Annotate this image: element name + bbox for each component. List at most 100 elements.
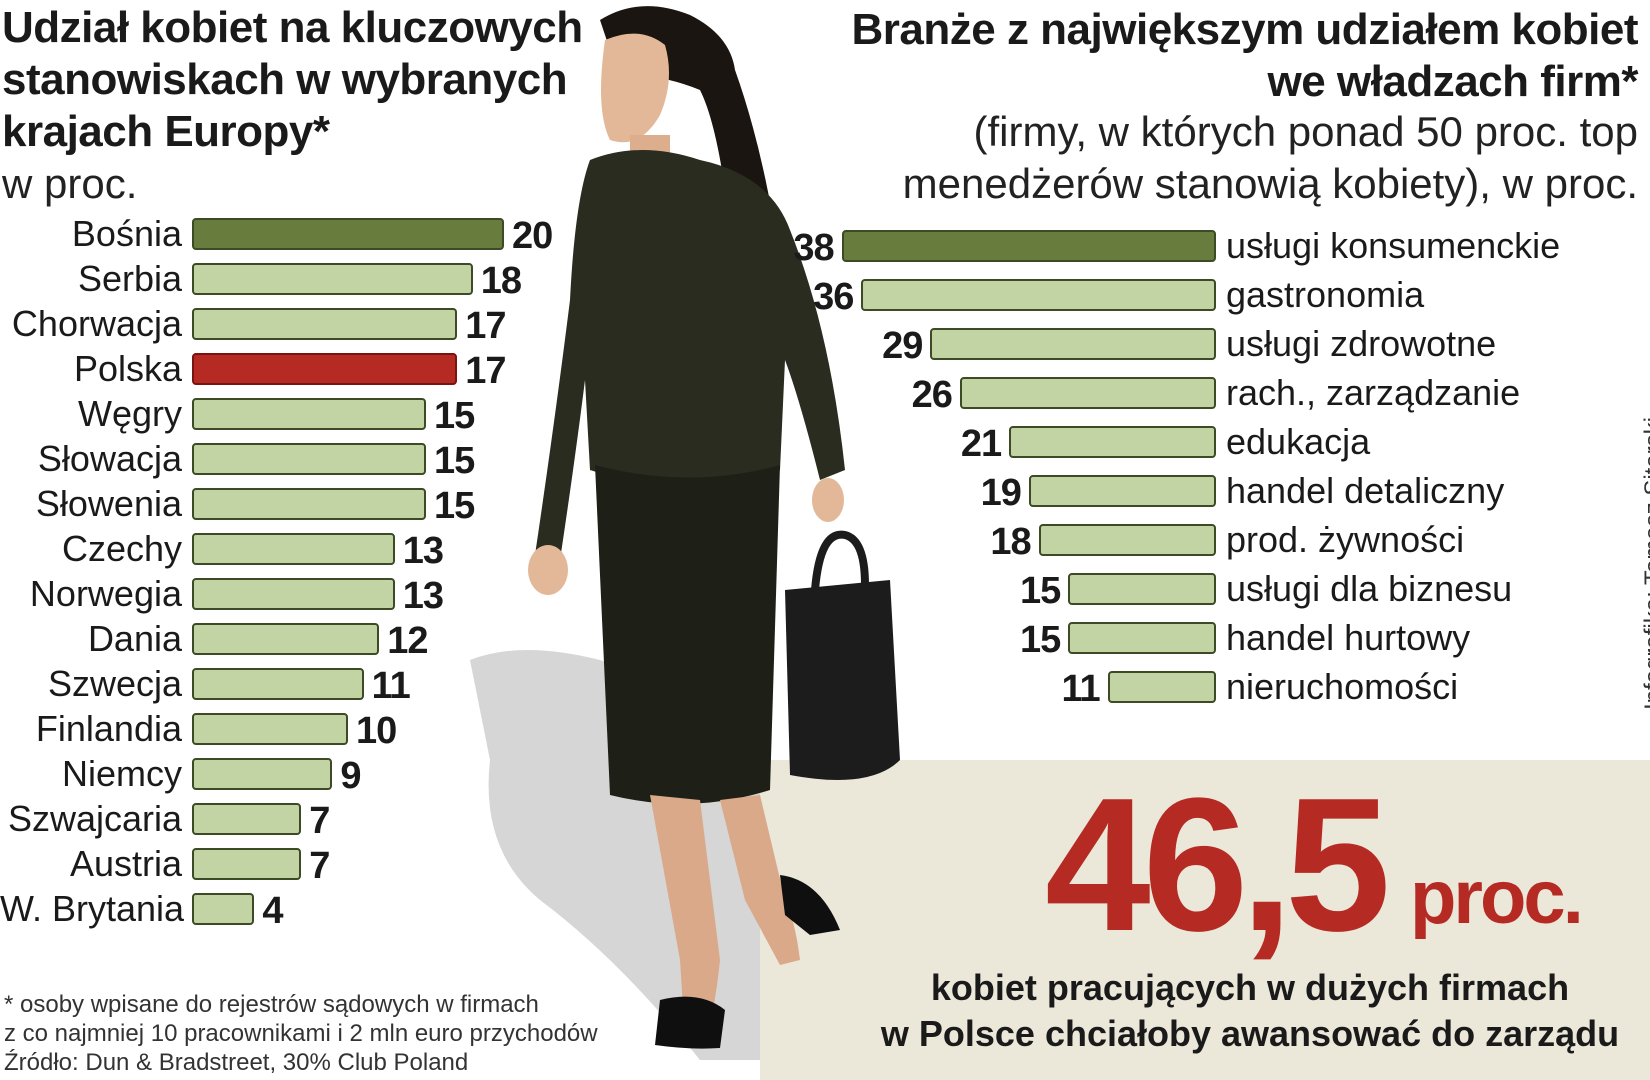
country-value: 11: [371, 665, 411, 707]
left-hand: [528, 545, 568, 595]
country-value: 13: [402, 530, 444, 572]
industry-value: 29: [882, 325, 923, 367]
face: [601, 33, 669, 143]
country-bar: [192, 848, 302, 880]
country-value: 18: [480, 260, 522, 302]
left-chart-title: Udział kobiet na kluczowych stanowiskach…: [2, 3, 583, 156]
country-label: Słowacja: [37, 438, 182, 479]
legs: [650, 795, 800, 1040]
country-bar: [192, 533, 395, 565]
country-value: 12: [387, 620, 428, 662]
country-value: 15: [434, 485, 475, 527]
country-bar: [192, 713, 348, 745]
highlight-description-line1: kobiet pracujących w dużych firmach: [930, 967, 1570, 1008]
industry-label: gastronomia: [1226, 274, 1425, 315]
footnote-source: Źródło: Dun & Bradstreet, 30% Club Polan…: [4, 1049, 469, 1076]
industry-bar: [1038, 524, 1216, 556]
country-value: 17: [465, 350, 506, 392]
highlight-unit: proc.: [1410, 855, 1584, 940]
country-label: Norwegia: [29, 573, 182, 614]
right-chart-subtitle: (firmy, w których ponad 50 proc. top men…: [902, 108, 1638, 207]
country-label: Bośnia: [71, 213, 182, 254]
industry-bar: [1107, 671, 1216, 703]
country-bar: [192, 893, 255, 925]
highlight-panel: [760, 760, 1650, 1080]
country-label: W. Brytania: [0, 888, 185, 929]
hair: [600, 6, 782, 320]
industry-bar: [1009, 426, 1216, 458]
footnote: * osoby wpisane do rejestrów sądowych w …: [4, 990, 598, 1077]
infographic-credit: Infografika: Tomasz Sitarski: [1640, 416, 1650, 710]
country-value: 10: [356, 710, 397, 752]
country-label: Słowenia: [35, 483, 182, 524]
industry-bar: [1068, 573, 1216, 605]
country-label: Szwajcaria: [7, 798, 182, 839]
country-bar: [192, 578, 395, 610]
right-hand: [812, 478, 844, 522]
country-value: 4: [262, 890, 283, 932]
right-chart-title: Branże z największym udziałem kobiet we …: [851, 5, 1639, 106]
industry-value: 19: [980, 472, 1022, 514]
country-value: 15: [434, 440, 475, 482]
highlight-number: 46,5: [1045, 759, 1391, 971]
country-value: 7: [309, 800, 330, 842]
industry-label: usługi zdrowotne: [1226, 323, 1497, 364]
industry-value: 38: [793, 227, 834, 269]
country-label: Polska: [73, 348, 182, 389]
country-label: Dania: [87, 618, 182, 659]
country-bar: [192, 803, 302, 835]
country-label: Austria: [69, 843, 182, 884]
country-bar: [192, 398, 426, 430]
country-bar: [192, 623, 380, 655]
country-bar: [192, 218, 504, 250]
country-value: 17: [465, 305, 506, 347]
country-label: Węgry: [77, 393, 182, 434]
industry-bar: [1068, 622, 1216, 654]
industry-value: 11: [1061, 668, 1100, 710]
industry-value: 18: [990, 521, 1031, 563]
highlight-description: kobiet pracujących w dużych firmach w Po…: [880, 965, 1620, 1057]
industry-bar: [959, 377, 1216, 409]
industry-bar: [841, 230, 1216, 262]
country-label: Niemcy: [61, 753, 182, 794]
industry-bar: [1028, 475, 1216, 507]
industry-label: prod. żywności: [1226, 519, 1465, 560]
industry-label: usługi konsumenckie: [1226, 225, 1561, 266]
industry-value: 26: [911, 374, 953, 416]
country-bar: [192, 443, 426, 475]
country-label: Finlandia: [35, 708, 182, 749]
handbag: [785, 580, 900, 780]
industry-bar: [930, 328, 1216, 360]
country-value: 7: [309, 845, 330, 887]
left-chart-unit: w proc.: [2, 160, 138, 207]
country-value: 20: [512, 215, 553, 257]
country-bar: [192, 668, 364, 700]
industry-value: 36: [813, 276, 854, 318]
country-bar: [192, 353, 458, 385]
country-bar: [192, 758, 333, 790]
country-bar: [192, 488, 426, 520]
highlight-description-line2: w Polsce chciałoby awansować do zarządu: [880, 1013, 1620, 1054]
country-bar: [192, 308, 458, 340]
country-bar: [192, 263, 473, 295]
jacket: [535, 150, 845, 560]
industry-label: edukacja: [1226, 421, 1371, 462]
industry-value: 15: [1019, 570, 1061, 612]
industry-label: nieruchomości: [1226, 666, 1459, 707]
handbag-handle: [811, 530, 869, 591]
shoes: [655, 875, 840, 1049]
industry-label: handel detaliczny: [1226, 470, 1505, 511]
skirt: [595, 465, 780, 804]
industry-bar: [861, 279, 1216, 311]
industry-label: rach., zarządzanie: [1226, 372, 1521, 413]
industry-label: handel hurtowy: [1226, 617, 1471, 658]
country-value: 9: [340, 755, 361, 797]
industry-label: usługi dla biznesu: [1226, 568, 1513, 609]
country-label: Czechy: [61, 528, 182, 569]
country-label: Szwecja: [47, 663, 182, 704]
country-value: 13: [402, 575, 444, 617]
industry-value: 21: [960, 423, 1002, 465]
footnote-line2: z co najmniej 10 pracownikami i 2 mln eu…: [4, 1020, 598, 1047]
country-label: Serbia: [77, 258, 182, 299]
